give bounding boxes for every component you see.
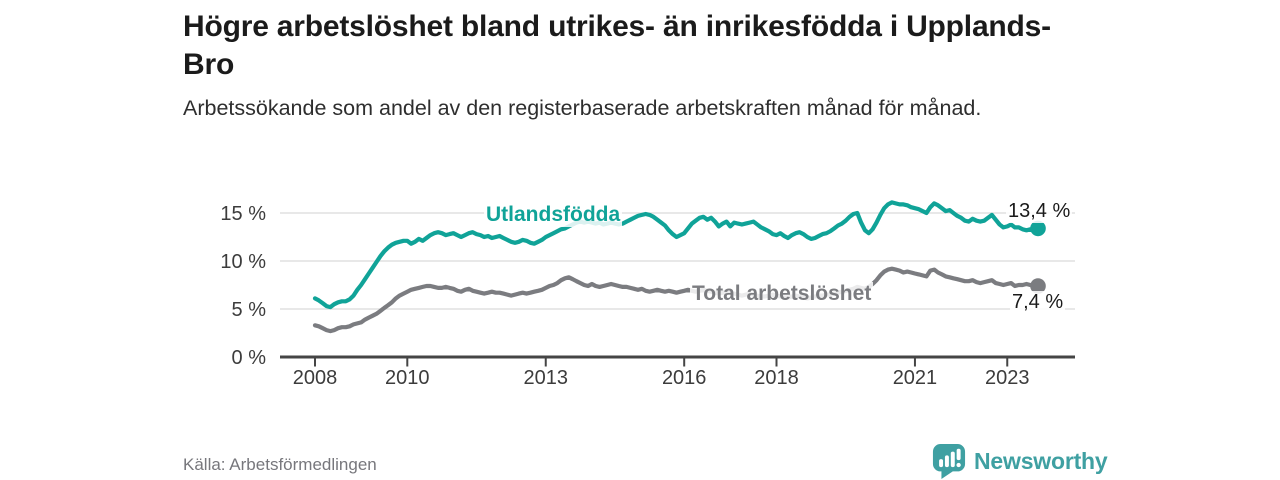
- series-line-total-arbetsloshet: [312, 266, 1041, 334]
- y-tick-label: 10 %: [220, 251, 266, 273]
- series-line-utlandsfodda: [312, 200, 1041, 310]
- x-tick-label: 2008: [293, 367, 338, 389]
- x-tick-label: 2021: [893, 367, 938, 389]
- page-subtitle: Arbetssökande som andel av den registerb…: [183, 96, 982, 120]
- x-tick-label: 2010: [385, 367, 430, 389]
- x-tick-label: 2018: [754, 367, 799, 389]
- source-note: Källa: Arbetsförmedlingen: [183, 455, 377, 474]
- y-tick-label: 0 %: [232, 347, 267, 369]
- end-value-total: 7,4 %: [1010, 291, 1066, 314]
- x-tick-label: 2016: [662, 367, 707, 389]
- y-tick-label: 5 %: [232, 299, 267, 321]
- series-label-utlandsfodda: Utlandsfödda: [484, 203, 623, 227]
- series-label-total-arbetsloshet: Total arbetslöshet: [690, 282, 874, 306]
- x-tick-label: 2023: [985, 367, 1030, 389]
- brand-name: Newsworthy: [974, 447, 1108, 474]
- bar-chart-pin-icon: [932, 443, 966, 479]
- page-title: Högre arbetslöshet bland utrikes- än inr…: [183, 10, 1051, 81]
- newsworthy-logo: Newsworthy: [932, 443, 1108, 479]
- end-value-utlandsfodda: 13,4 %: [1006, 200, 1073, 223]
- x-tick-label: 2013: [524, 367, 569, 389]
- y-tick-label: 15 %: [220, 203, 266, 225]
